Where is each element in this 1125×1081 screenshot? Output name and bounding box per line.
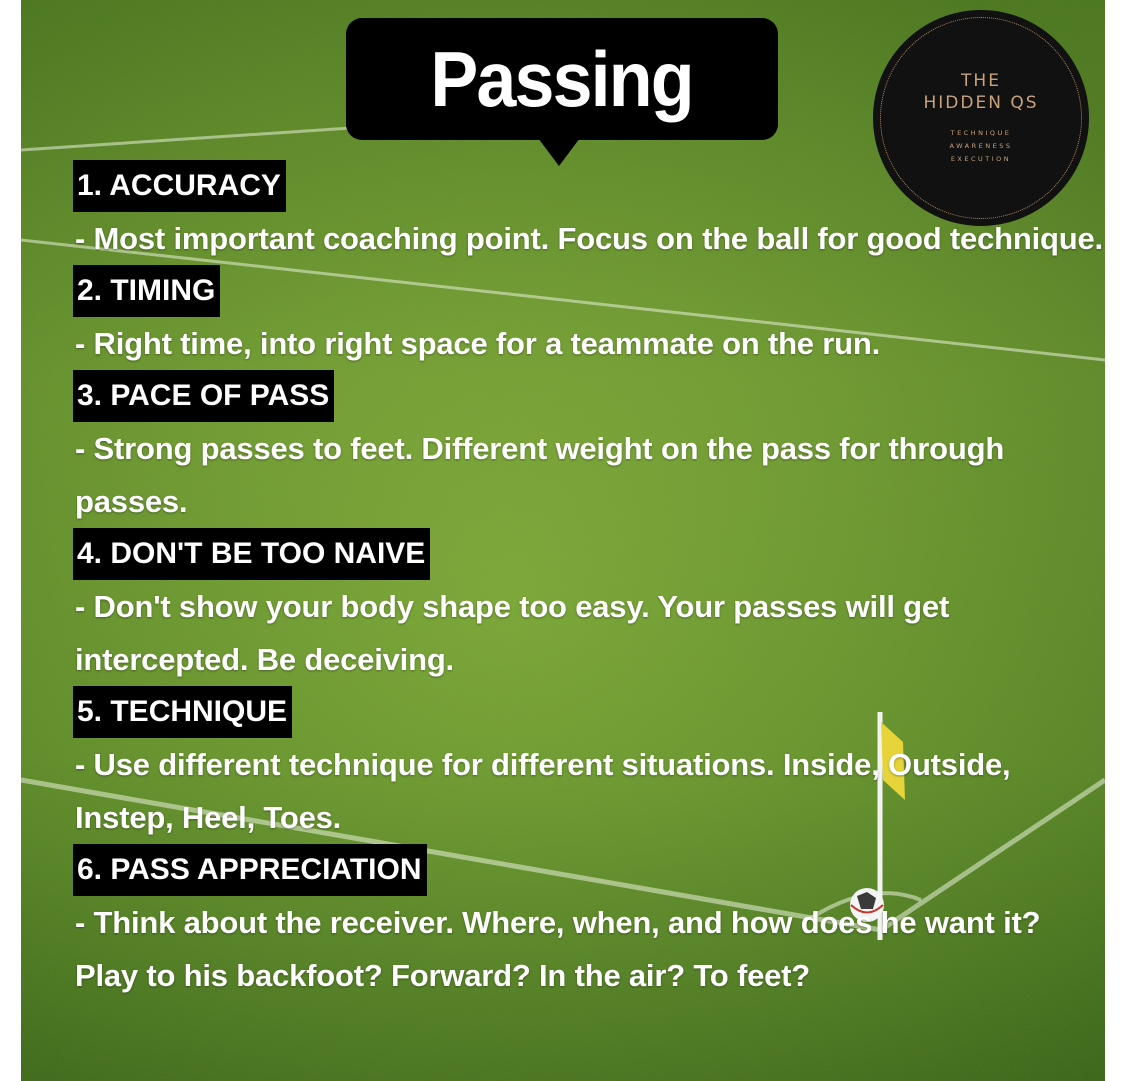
- hidden-qs-logo: THE HIDDEN QS TECHNIQUE AWARENESS EXECUT…: [873, 10, 1089, 226]
- section-body: - Think about the receiver. Where, when,…: [75, 905, 1041, 993]
- section-heading: 1. ACCURACY: [73, 160, 286, 212]
- section-body: - Most important coaching point. Focus o…: [75, 221, 1103, 256]
- section-dont-be-too-naive: 4. DON'T BE TOO NAIVE - Don't show your …: [73, 528, 1103, 686]
- section-body: - Use different technique for different …: [75, 747, 1011, 835]
- logo-tagline-technique: TECHNIQUE: [950, 129, 1012, 137]
- logo-ring: [880, 17, 1082, 219]
- poster: Passing THE HIDDEN QS TECHNIQUE AWARENES…: [21, 0, 1105, 1081]
- section-heading: 3. PACE OF PASS: [73, 370, 335, 422]
- logo-tagline: TECHNIQUE AWARENESS EXECUTION: [873, 127, 1089, 166]
- section-heading: 5. TECHNIQUE: [73, 686, 293, 738]
- section-heading: 4. DON'T BE TOO NAIVE: [73, 528, 431, 580]
- section-heading: 2. TIMING: [73, 265, 221, 317]
- section-body: - Don't show your body shape too easy. Y…: [75, 589, 950, 677]
- title-bubble: Passing: [346, 18, 778, 166]
- section-accuracy: 1. ACCURACY - Most important coaching po…: [73, 160, 1103, 265]
- logo-tagline-execution: EXECUTION: [950, 155, 1012, 163]
- logo-tagline-awareness: AWARENESS: [949, 142, 1013, 150]
- page-title: Passing: [430, 34, 695, 123]
- section-timing: 2. TIMING - Right time, into right space…: [73, 265, 1103, 370]
- section-heading: 6. PASS APPRECIATION: [73, 844, 427, 896]
- section-technique: 5. TECHNIQUE - Use different technique f…: [73, 686, 1103, 844]
- section-body: - Right time, into right space for a tea…: [75, 326, 881, 361]
- logo-title: THE HIDDEN QS: [923, 71, 1039, 113]
- section-body: - Strong passes to feet. Different weigh…: [75, 431, 1005, 519]
- football: [850, 888, 884, 922]
- section-pass-appreciation: 6. PASS APPRECIATION - Think about the r…: [73, 844, 1103, 1002]
- passing-tips: 1. ACCURACY - Most important coaching po…: [73, 160, 1103, 1002]
- section-pace-of-pass: 3. PACE OF PASS - Strong passes to feet.…: [73, 370, 1103, 528]
